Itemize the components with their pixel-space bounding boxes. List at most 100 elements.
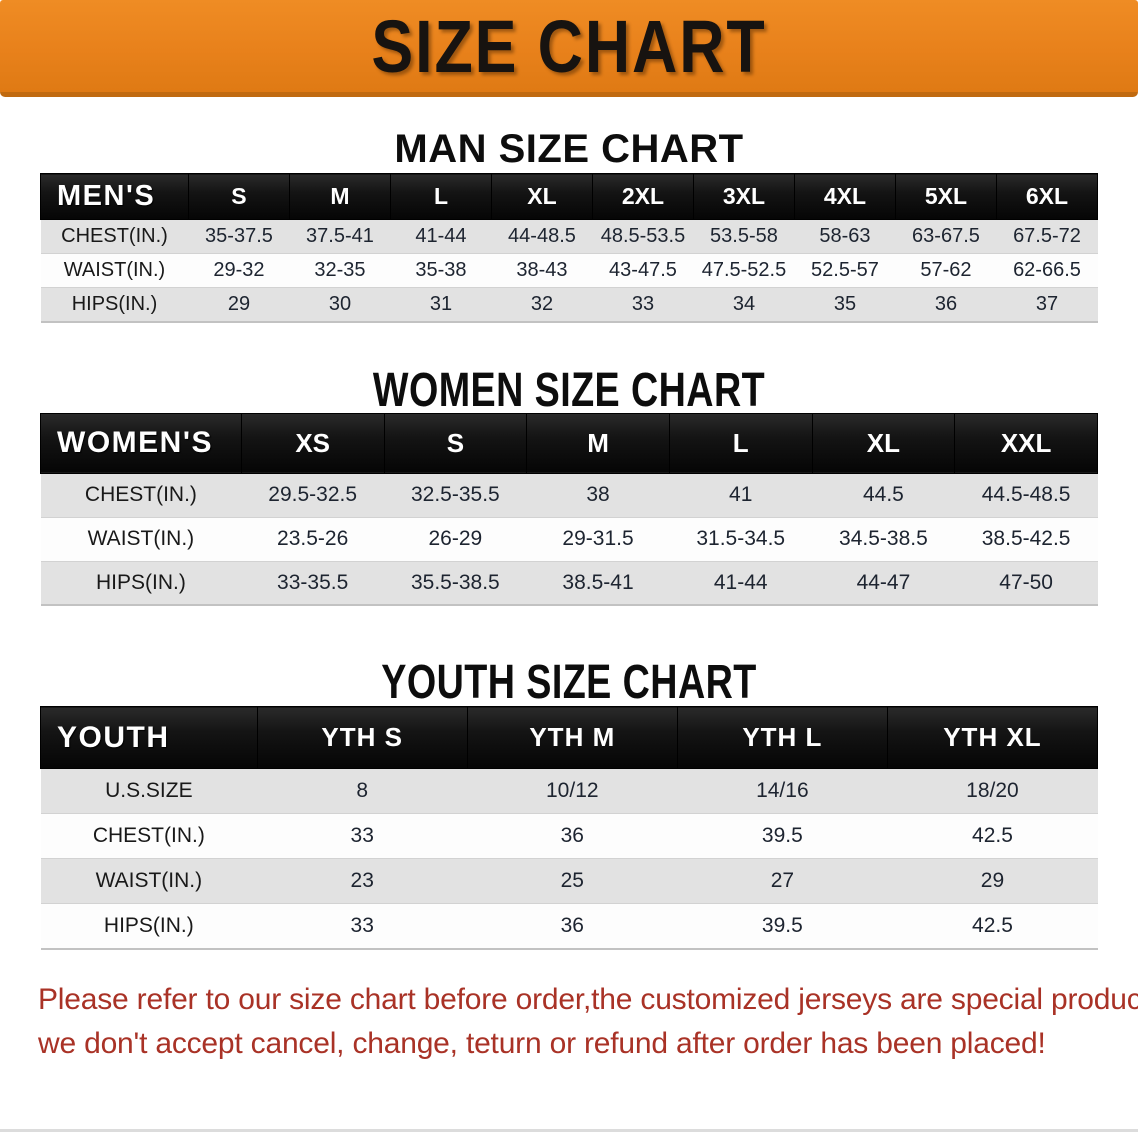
women-table-header: WOMEN'S XS S M L XL XXL <box>40 412 1098 474</box>
size-column-header: M <box>288 173 391 220</box>
size-column-header: YTH M <box>466 706 678 769</box>
size-value-cell: 62-66.5 <box>996 253 1098 288</box>
row-label: WAIST(IN.) <box>40 517 242 562</box>
size-column-header: M <box>526 412 670 474</box>
size-value-cell: 23.5-26 <box>241 517 385 562</box>
size-value-cell: 38.5-41 <box>526 561 670 606</box>
size-value-cell: 35.5-38.5 <box>384 561 527 606</box>
size-column-header: 6XL <box>995 173 1099 220</box>
size-value-cell: 18/20 <box>887 768 1098 814</box>
banner-title: SIZE CHART <box>371 4 767 88</box>
size-value-cell: 34.5-38.5 <box>812 517 955 562</box>
size-value-cell: 53.5-58 <box>693 219 795 254</box>
size-column-header: S <box>187 173 290 220</box>
table-corner-label: WOMEN'S <box>40 412 242 474</box>
size-column-header: L <box>389 173 492 220</box>
size-value-cell: 44.5-48.5 <box>954 473 1098 518</box>
size-value-cell: 35-38 <box>390 253 492 288</box>
size-value-cell: 44-48.5 <box>491 219 593 254</box>
table-header-row: YOUTH YTH S YTH M YTH L YTH XL <box>40 706 1099 769</box>
size-value-cell: 29 <box>887 858 1098 904</box>
table-row: HIPS(IN.) 33 36 39.5 42.5 <box>40 903 1098 949</box>
size-value-cell: 47.5-52.5 <box>693 253 795 288</box>
row-label: U.S.SIZE <box>40 768 258 814</box>
size-column-header: YTH S <box>256 706 468 769</box>
table-row: CHEST(IN.) 33 36 39.5 42.5 <box>40 813 1098 859</box>
size-value-cell: 36 <box>467 813 678 859</box>
size-column-header: YTH XL <box>886 706 1099 769</box>
table-row: CHEST(IN.) 35-37.5 37.5-41 41-44 44-48.5 48.5… <box>40 219 1098 254</box>
size-column-header: YTH L <box>676 706 888 769</box>
size-value-cell: 14/16 <box>677 768 888 814</box>
row-label: CHEST(IN.) <box>40 219 189 254</box>
table-corner-label: MEN'S <box>40 173 189 220</box>
men-section: MAN SIZE CHART MEN'S S M L XL 2XL 3XL 4XL 5XL 6XL… <box>0 125 1138 323</box>
men-table-header: MEN'S S M L XL 2XL 3XL 4XL 5XL 6XL <box>40 173 1099 220</box>
size-value-cell: 38.5-42.5 <box>954 517 1098 562</box>
youth-table-header: YOUTH YTH S YTH M YTH L YTH XL <box>40 706 1099 769</box>
size-column-header: 4XL <box>793 173 896 220</box>
size-value-cell: 58-63 <box>794 219 896 254</box>
disclaimer-line-1: Please refer to our size chart before or… <box>38 982 1138 1016</box>
size-value-cell: 37.5-41 <box>289 219 391 254</box>
size-value-cell: 41 <box>669 473 813 518</box>
size-value-cell: 8 <box>257 768 468 814</box>
size-value-cell: 23 <box>257 858 468 904</box>
table-row: HIPS(IN.) 29 30 31 32 33 34 35 36 37 <box>40 287 1098 322</box>
size-column-header: XXL <box>954 412 1098 474</box>
size-value-cell: 32.5-35.5 <box>384 473 527 518</box>
size-value-cell: 67.5-72 <box>996 219 1098 254</box>
table-corner-label: YOUTH <box>40 706 258 769</box>
youth-size-table: YOUTH YTH S YTH M YTH L YTH XL U.S.SIZE 8 10/1… <box>40 706 1099 950</box>
size-value-cell: 31 <box>390 287 492 322</box>
size-value-cell: 33 <box>592 287 694 322</box>
size-value-cell: 37 <box>996 287 1098 322</box>
size-column-header: 2XL <box>591 173 694 220</box>
size-column-header: 5XL <box>894 173 997 220</box>
row-label: HIPS(IN.) <box>40 561 242 606</box>
size-column-header: L <box>668 412 813 474</box>
row-label: WAIST(IN.) <box>40 858 258 904</box>
size-value-cell: 57-62 <box>895 253 997 288</box>
table-row: WAIST(IN.) 29-32 32-35 35-38 38-43 43-47.5 47.… <box>40 253 1098 288</box>
size-value-cell: 10/12 <box>467 768 678 814</box>
size-value-cell: 26-29 <box>384 517 527 562</box>
size-value-cell: 32-35 <box>289 253 391 288</box>
size-value-cell: 38 <box>526 473 670 518</box>
size-column-header: XL <box>811 412 956 474</box>
size-value-cell: 42.5 <box>887 903 1098 949</box>
size-value-cell: 25 <box>467 858 678 904</box>
size-column-header: S <box>383 412 528 474</box>
women-section: WOMEN SIZE CHART WOMEN'S XS S M L XL XXL CHEST… <box>0 363 1138 607</box>
row-label: HIPS(IN.) <box>40 903 258 949</box>
size-value-cell: 39.5 <box>677 903 888 949</box>
size-value-cell: 43-47.5 <box>592 253 694 288</box>
size-value-cell: 31.5-34.5 <box>669 517 813 562</box>
size-value-cell: 41-44 <box>669 561 813 606</box>
size-value-cell: 30 <box>289 287 391 322</box>
disclaimer: Please refer to our size chart before or… <box>38 978 1138 1066</box>
size-value-cell: 39.5 <box>677 813 888 859</box>
size-value-cell: 33-35.5 <box>241 561 385 606</box>
table-row: CHEST(IN.) 29.5-32.5 32.5-35.5 38 41 44.5 44.5… <box>40 473 1098 518</box>
banner: SIZE CHART <box>0 0 1138 97</box>
size-value-cell: 29 <box>188 287 290 322</box>
size-value-cell: 29.5-32.5 <box>241 473 385 518</box>
youth-table-body: U.S.SIZE 8 10/12 14/16 18/20 CHEST(IN.) 33 36 39… <box>40 768 1098 949</box>
size-value-cell: 33 <box>257 813 468 859</box>
table-row: HIPS(IN.) 33-35.5 35.5-38.5 38.5-41 41-44 44-… <box>40 561 1098 606</box>
table-row: WAIST(IN.) 23.5-26 26-29 29-31.5 31.5-34.5 34… <box>40 517 1098 562</box>
size-column-header: 3XL <box>692 173 795 220</box>
size-value-cell: 44.5 <box>812 473 955 518</box>
men-section-heading: MAN SIZE CHART <box>394 127 744 171</box>
size-value-cell: 33 <box>257 903 468 949</box>
youth-section-heading: YOUTH SIZE CHART <box>381 653 757 709</box>
men-table-body: CHEST(IN.) 35-37.5 37.5-41 41-44 44-48.5 48.5… <box>40 219 1098 322</box>
table-header-row: WOMEN'S XS S M L XL XXL <box>40 412 1098 474</box>
women-table-body: CHEST(IN.) 29.5-32.5 32.5-35.5 38 41 44.5 44.5… <box>40 473 1098 606</box>
size-value-cell: 32 <box>491 287 593 322</box>
size-value-cell: 27 <box>677 858 888 904</box>
row-label: CHEST(IN.) <box>40 813 258 859</box>
table-row: WAIST(IN.) 23 25 27 29 <box>40 858 1098 904</box>
size-value-cell: 38-43 <box>491 253 593 288</box>
